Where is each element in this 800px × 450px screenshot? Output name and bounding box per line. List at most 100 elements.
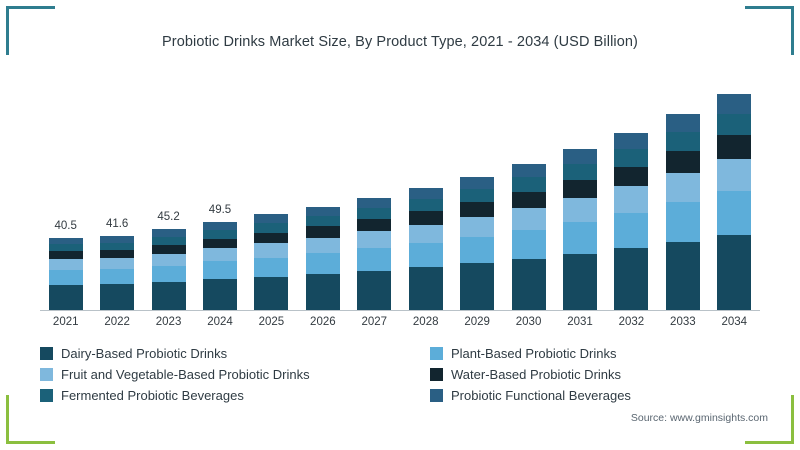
bar-value-label: 41.6 xyxy=(105,217,129,230)
bar-segment xyxy=(48,270,83,285)
bar-segment xyxy=(100,249,135,259)
legend-swatch-icon xyxy=(40,347,53,360)
x-tick-label: 2028 xyxy=(412,316,439,328)
bar-segment xyxy=(305,206,340,217)
bar-segment xyxy=(48,244,83,252)
x-tick-label: 2025 xyxy=(258,316,285,328)
bar-segment xyxy=(717,135,752,159)
bar-segment xyxy=(48,251,83,260)
legend-item-fermented-probiotic-beverages[interactable]: Fermented Probiotic Beverages xyxy=(40,388,430,403)
legend-item-plant-based-probiotic-drinks[interactable]: Plant-Based Probiotic Drinks xyxy=(430,346,740,361)
bar-column-2032[interactable] xyxy=(614,132,649,310)
bar-segment xyxy=(254,276,289,310)
bar-column-2021[interactable] xyxy=(48,237,83,310)
bar-segment xyxy=(48,259,83,271)
bar-column-2028[interactable] xyxy=(408,187,443,310)
bar-segment xyxy=(460,188,495,203)
bar-column-2033[interactable] xyxy=(665,114,700,310)
chart-title: Probiotic Drinks Market Size, By Product… xyxy=(162,34,638,50)
x-tick-label: 2034 xyxy=(721,316,748,328)
legend-row: Fruit and Vegetable-Based Probiotic Drin… xyxy=(40,367,740,382)
bar-segment xyxy=(408,242,443,268)
bar-segment xyxy=(408,267,443,310)
bar-column-2022[interactable] xyxy=(100,235,135,310)
bar-segment xyxy=(151,281,186,310)
bar-column-2034[interactable] xyxy=(717,94,752,310)
bar-segment xyxy=(48,284,83,310)
bar-segment xyxy=(203,261,237,280)
bar-segment xyxy=(151,229,186,237)
bar-column-2027[interactable] xyxy=(357,197,392,310)
bar-column-2023[interactable] xyxy=(151,229,186,310)
x-tick-label: 2029 xyxy=(464,316,490,328)
bar-segment xyxy=(203,248,237,262)
bar-segment xyxy=(357,231,392,249)
x-tick-label: 2033 xyxy=(670,316,696,328)
legend-label: Plant-Based Probiotic Drinks xyxy=(451,346,617,361)
bar-segment xyxy=(665,114,700,133)
x-axis-line xyxy=(40,310,760,311)
bar-segment xyxy=(460,216,495,237)
bar-segment xyxy=(151,236,186,245)
bar-segment xyxy=(305,226,340,238)
bar-segment xyxy=(357,248,392,271)
bar-segment xyxy=(408,224,443,243)
bar-segment xyxy=(563,149,597,165)
legend-swatch-icon xyxy=(40,368,53,381)
x-tick-label: 2027 xyxy=(361,316,388,328)
bar-segment xyxy=(717,94,752,115)
legend-item-water-based-probiotic-drinks[interactable]: Water-Based Probiotic Drinks xyxy=(430,367,740,382)
bar-segment xyxy=(614,212,649,249)
bar-segment xyxy=(717,191,752,235)
bar-segment xyxy=(665,172,700,203)
legend-label: Water-Based Probiotic Drinks xyxy=(451,367,622,382)
x-tick-label: 2021 xyxy=(52,316,79,328)
legend-label: Fruit and Vegetable-Based Probiotic Drin… xyxy=(61,367,310,382)
bar-segment xyxy=(254,243,289,258)
bar-segment xyxy=(511,163,546,178)
bar-segment xyxy=(460,176,495,189)
bar-column-2031[interactable] xyxy=(563,149,597,310)
bar-segment xyxy=(511,229,546,259)
bar-segment xyxy=(717,114,752,136)
bar-segment xyxy=(665,241,700,310)
chart-legend: Dairy-Based Probiotic Drinks Plant-Based… xyxy=(40,346,740,409)
bar-segment xyxy=(460,236,495,264)
bar-segment xyxy=(563,221,597,254)
bar-segment xyxy=(151,253,186,266)
bar-segment xyxy=(511,191,546,208)
bar-segment xyxy=(614,132,649,150)
bar-segment xyxy=(665,151,700,173)
bar-segment xyxy=(563,179,597,198)
bar-segment xyxy=(460,263,495,310)
bar-segment xyxy=(100,235,135,243)
bar-segment xyxy=(460,202,495,217)
x-tick-label: 2024 xyxy=(207,316,233,328)
bar-column-2025[interactable] xyxy=(254,214,289,310)
legend-item-dairy-based-probiotic-drinks[interactable]: Dairy-Based Probiotic Drinks xyxy=(40,346,430,361)
x-tick-label: 2022 xyxy=(104,316,130,328)
bar-column-2024[interactable] xyxy=(203,221,237,310)
legend-label: Probiotic Functional Beverages xyxy=(451,388,631,403)
bar-segment xyxy=(511,177,546,192)
bar-segment xyxy=(614,149,649,167)
bar-segment xyxy=(614,248,649,310)
source-caption: Source: www.gminsights.com xyxy=(630,412,768,424)
bar-segment xyxy=(357,197,392,208)
bar-segment xyxy=(254,232,289,244)
legend-item-fruit-and-vegetable-based-probiotic-drinks[interactable]: Fruit and Vegetable-Based Probiotic Drin… xyxy=(40,367,430,382)
bar-segment xyxy=(305,253,340,274)
bar-segment xyxy=(100,269,135,284)
x-tick-label: 2032 xyxy=(618,316,645,328)
bar-column-2026[interactable] xyxy=(305,206,340,310)
bar-segment xyxy=(100,283,135,310)
x-axis-tick-labels: 2021 2022 2023 2024 2025 2026 2027 2028 2029 2030… xyxy=(40,316,760,334)
x-tick-label: 2023 xyxy=(155,316,182,328)
legend-item-probiotic-functional-beverages[interactable]: Probiotic Functional Beverages xyxy=(430,388,740,403)
bar-column-2029[interactable] xyxy=(460,176,495,310)
legend-label: Dairy-Based Probiotic Drinks xyxy=(61,346,228,361)
bar-segment xyxy=(254,223,289,233)
bar-column-2030[interactable] xyxy=(511,163,546,310)
legend-swatch-icon xyxy=(40,389,53,402)
